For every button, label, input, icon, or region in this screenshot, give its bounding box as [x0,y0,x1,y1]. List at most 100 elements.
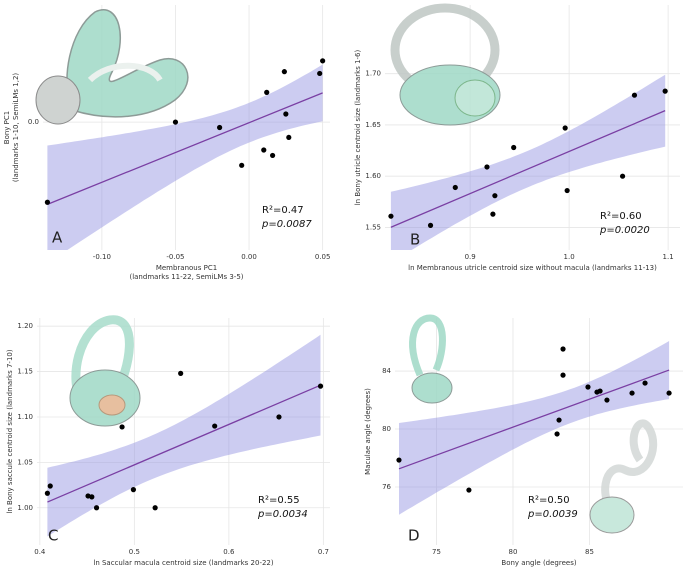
point [642,380,648,386]
stat-annotation: R²=0.55 [258,495,300,506]
point [484,164,490,170]
point [317,70,323,77]
x-tick-label: 0.05 [315,253,331,261]
x-tick-label: 0.7 [318,548,329,556]
stat-annotation: R²=0.60 [600,211,642,222]
point [619,173,626,179]
x-axis-label: Bony angle (degrees) [501,559,576,567]
point [93,505,100,511]
ear-shape [98,394,126,416]
x-axis-label: Membranous PC1 [156,264,217,272]
x-tick-label: 1.1 [663,253,674,261]
x-tick-label: 0.4 [34,548,46,556]
y-tick-label: 1.00 [17,504,33,512]
point [89,494,95,500]
ear-d2 [589,419,658,534]
point [286,134,292,141]
point [276,414,282,420]
stat-annotation: p=0.0020 [599,225,650,236]
point [130,487,137,493]
regression-line [47,92,323,205]
confidence-band [390,74,666,250]
x-tick-label: 0.00 [241,253,257,261]
point [511,144,517,151]
panel: 75 80 85 76 80 84 Bony angle (degrees) Maculae … [364,318,683,567]
y-tick-label: 1.60 [365,172,381,180]
panel-letter: C [48,527,58,545]
point [217,124,223,131]
x-axis-label: ln Membranous utricle centroid size with… [408,264,657,272]
stat-annotation: p=0.0039 [527,509,578,520]
point [562,125,568,131]
x-tick-label: -0.05 [166,253,184,261]
point [662,88,668,94]
stat-annotation: p=0.0087 [261,219,312,230]
stat-annotation: R²=0.47 [262,205,304,216]
point [560,372,566,378]
point [44,199,51,205]
y-tick-label: 1.70 [365,70,381,78]
point [604,397,610,403]
confidence-band [47,334,321,537]
stat-annotation: p=0.0034 [257,509,308,520]
point [492,193,498,199]
point [490,211,496,217]
y-tick-label: 1.10 [17,413,33,421]
panel-letter: D [408,527,420,545]
point [466,487,472,493]
point [152,505,158,511]
ear-shape [411,372,453,404]
x-tick-label: 0.5 [129,548,140,556]
y-axis-label: ln Bony utricle centroid size (landmarks… [354,49,362,205]
point [396,457,402,463]
point [597,388,603,394]
point [119,424,125,430]
y-axis-label: Bony PC1 [3,111,11,144]
point [427,222,434,228]
point [44,490,50,496]
y-axis-label: (landmarks 1-10, SemiLMs 1,2) [12,73,20,183]
ear-shape [454,79,496,117]
panel-letter: B [410,231,420,249]
y-tick-label: 80 [382,425,391,433]
panel-letter: A [52,229,63,247]
panel: 0.4 0.5 0.6 0.7 1.00 1.05 1.10 1.15 1.20 ln Saccu… [6,318,330,567]
point [556,417,562,423]
point [270,152,276,159]
point [585,384,591,390]
point [320,58,326,64]
point [629,390,635,396]
ear-b [390,3,501,126]
point [264,89,270,95]
y-tick-label: 1.65 [365,121,381,129]
ear-d1 [409,314,453,404]
point [281,69,287,75]
y-axis-label: ln Bony saccule centroid size (landmarks… [6,349,14,513]
x-tick-label: 1.0 [564,253,575,261]
y-tick-label: 1.15 [17,368,33,376]
regression-line [390,110,666,228]
y-tick-label: 1.20 [17,322,33,330]
confidence-band [399,341,670,515]
x-tick-label: 0.6 [223,548,235,556]
point [666,390,672,396]
point [47,483,53,489]
point [212,423,218,429]
x-tick-label: 85 [585,548,594,556]
point [554,431,560,437]
x-tick-label: 0.9 [465,253,476,261]
ear-shape [71,315,134,413]
point [317,383,324,389]
x-axis-label: (landmarks 11-22, SemiLMs 3-5) [129,273,243,281]
confidence-band [47,64,323,250]
y-axis-label: Maculae angle (degrees) [364,388,372,475]
ear-shape [409,314,446,377]
ear-shape [87,62,163,83]
point [631,92,638,98]
x-axis-label: ln Saccular macula centroid size (landma… [93,559,274,567]
y-tick-label: 84 [382,367,391,375]
x-tick-label: -0.10 [93,253,111,261]
